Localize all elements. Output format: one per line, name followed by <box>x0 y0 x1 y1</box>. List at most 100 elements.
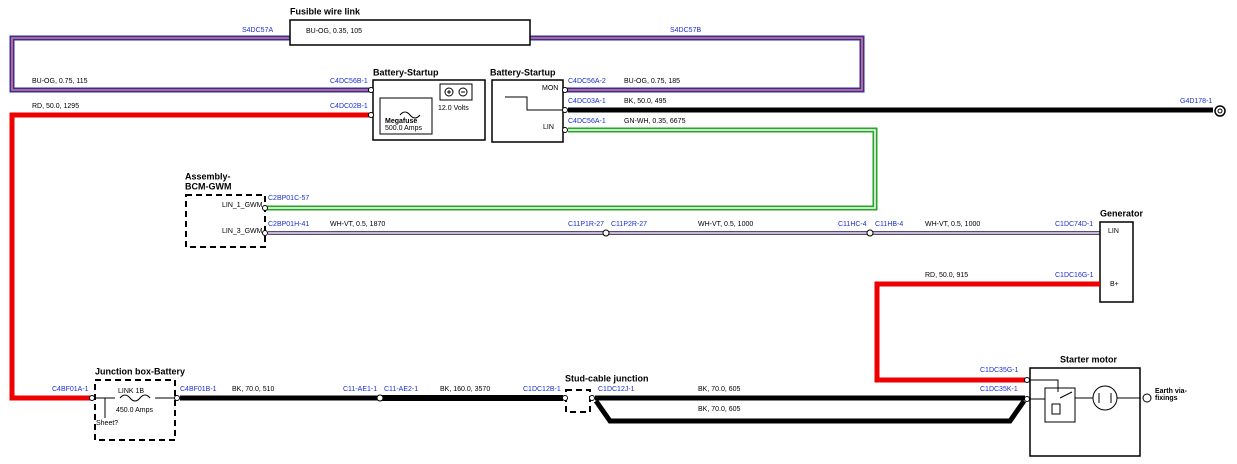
wire-label: BK, 50.0, 495 <box>624 98 667 105</box>
motor-leads <box>1059 391 1140 399</box>
starter-motor-box <box>1029 367 1141 457</box>
connector-label: C1DC12J-1 <box>598 386 635 393</box>
connector-label: C11HB-4 <box>875 221 903 228</box>
pin <box>262 205 268 211</box>
connector-label: C4DC03A-1 <box>568 98 606 105</box>
earth-label: fixings <box>1155 395 1178 402</box>
wire-label: BU-OG, 0.75, 185 <box>624 78 680 85</box>
stud-junction-box <box>565 389 591 413</box>
battery-startup-module <box>491 79 564 143</box>
fuse-label: Megafuse <box>385 118 417 125</box>
fuse-rating: 450.0 Amps <box>116 407 153 414</box>
splice-label: S4DC57B <box>670 27 701 34</box>
pin <box>174 395 180 401</box>
wire-rd <box>874 281 1100 383</box>
pin <box>89 395 95 401</box>
component-title: Battery-Startup <box>373 67 439 77</box>
fuse-symbol <box>119 394 151 402</box>
pin-label: MON <box>542 85 558 92</box>
inline-connector <box>376 394 384 402</box>
pin-label: LIN_3_GWM <box>222 228 263 235</box>
wire-label: GN-WH, 0.35, 6675 <box>624 118 686 125</box>
internal-link <box>95 397 175 418</box>
pin <box>562 395 568 401</box>
splice-label: S4DC57A <box>242 27 273 34</box>
component-title: Battery-Startup <box>490 67 556 77</box>
wire-bk <box>593 399 1027 424</box>
pin <box>368 112 374 118</box>
battery-signs <box>447 90 465 94</box>
pin <box>1024 377 1030 383</box>
wire-rd <box>9 112 370 401</box>
wire-label: BK, 70.0, 605 <box>698 406 741 413</box>
motor-brushes <box>1098 393 1112 403</box>
connector-label: C1DC74D-1 <box>1055 221 1093 228</box>
connector-label: C4DC56A-2 <box>568 78 606 85</box>
connector-label: C11P2R-27 <box>611 221 647 228</box>
wire-label: BK, 70.0, 510 <box>232 386 275 393</box>
pin-label: LIN <box>1108 228 1119 235</box>
solenoid-coil <box>1051 403 1061 415</box>
pin <box>262 230 268 236</box>
link-label: LINK 1B <box>118 388 144 395</box>
fuse-rating: 500.0 Amps <box>385 125 422 132</box>
fusible-link-title: Fusible wire link <box>290 6 361 16</box>
battery-symbol <box>439 83 473 101</box>
wire-label: WH-VT, 0.5, 1000 <box>925 221 980 228</box>
inline-connector <box>866 229 874 237</box>
note: Sheet? <box>96 420 118 427</box>
earth-label: Earth via- <box>1155 388 1188 395</box>
connector-label: C4BF01B-1 <box>180 386 217 393</box>
connector-label: C11P1R-27 <box>568 221 604 228</box>
pin <box>562 107 568 113</box>
solenoid-box <box>1044 387 1076 423</box>
wire-label: WH-VT, 0.5, 1000 <box>698 221 753 228</box>
wire-gn-wh-stripe <box>265 129 876 209</box>
wire-label: BU-OG, 0.75, 115 <box>32 78 88 85</box>
generator-box <box>1099 221 1134 303</box>
connector-label: C2BP01C-57 <box>268 195 309 202</box>
voltage-label: 12.0 Volts <box>438 105 469 112</box>
connector-label: G4D178-1 <box>1180 98 1212 105</box>
wire-label: WH-VT, 0.5, 1870 <box>330 221 385 228</box>
pin <box>589 395 595 401</box>
pin-label: B+ <box>1110 281 1119 288</box>
fusible-link-box <box>289 19 531 46</box>
component-title: Junction box-Battery <box>95 366 185 376</box>
pin-label: LIN <box>543 124 554 131</box>
pin <box>562 127 568 133</box>
internal-link <box>505 96 563 111</box>
pin <box>1024 396 1030 402</box>
connector-label: C4DC56B-1 <box>330 78 368 85</box>
connector-label: C2BP01H-41 <box>268 221 309 228</box>
wire-label: RD, 50.0, 915 <box>925 272 968 279</box>
pin-label: LIN_1_GWM <box>222 202 263 209</box>
inline-connector <box>602 229 610 237</box>
component-title: Generator <box>1100 208 1144 218</box>
pin <box>562 87 568 93</box>
wire-label: BU-OG, 0.35, 105 <box>306 28 362 35</box>
junction-box <box>94 379 176 441</box>
component-title: Assembly- <box>185 171 231 181</box>
connector-label: C1DC12B-1 <box>523 386 561 393</box>
battery-plus <box>444 87 454 97</box>
component-title: Starter motor <box>1060 354 1118 364</box>
pin <box>368 87 374 93</box>
earth-terminal <box>1142 393 1152 403</box>
connector-label: C1DC16G-1 <box>1055 272 1094 279</box>
wire-label: RD, 50.0, 1295 <box>32 103 79 110</box>
connector-label: C11HC-4 <box>838 221 867 228</box>
battery-minus <box>458 87 468 97</box>
connector-label: C11-AE2-1 <box>384 386 418 393</box>
connector-label: C4BF01A-1 <box>52 386 89 393</box>
fuse-box <box>379 97 433 135</box>
ground-terminal-inner <box>1217 108 1223 114</box>
connector-label: C1DC35G-1 <box>980 367 1019 374</box>
bcm-gwm-box <box>185 194 266 248</box>
connector-label: C4DC02B-1 <box>330 103 368 110</box>
wire-label: BK, 160.0, 3570 <box>440 386 490 393</box>
fuse-symbol <box>399 111 421 119</box>
